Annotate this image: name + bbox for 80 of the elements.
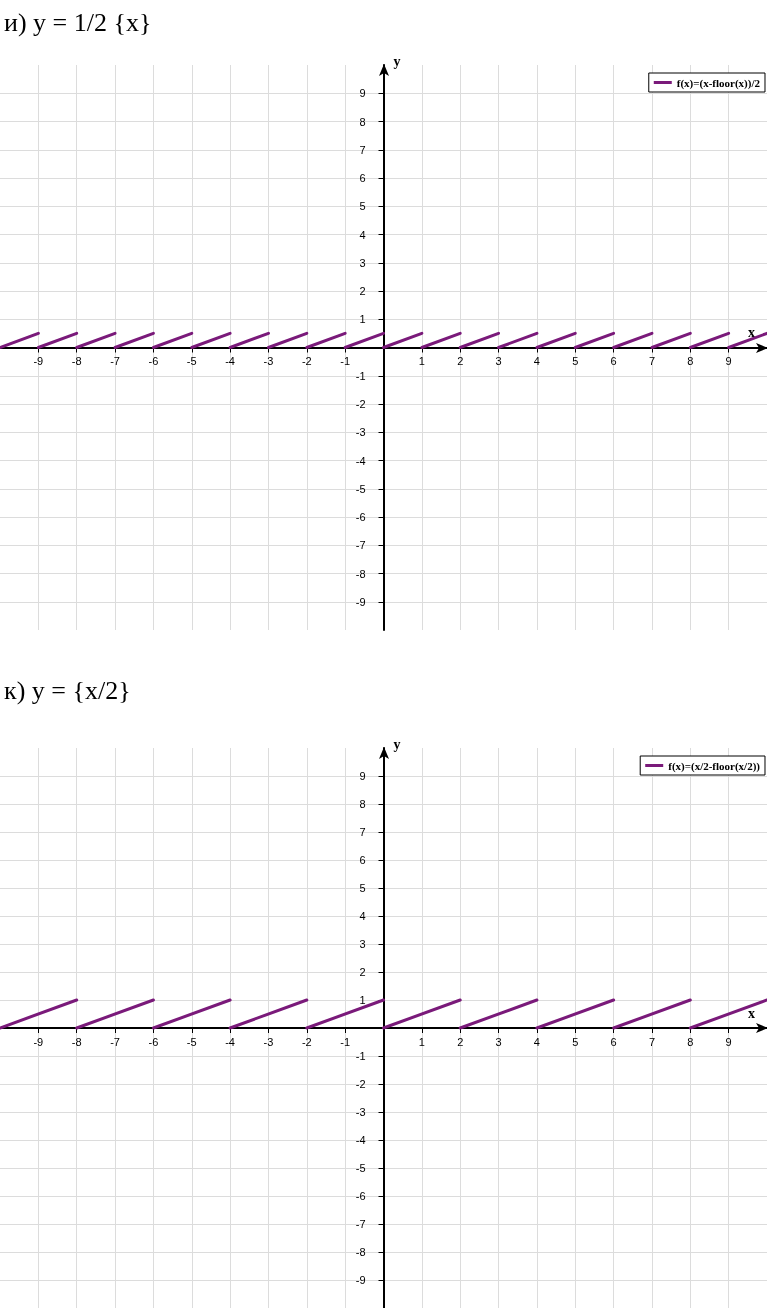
y-tick-label: -1	[355, 1050, 366, 1062]
y-tick-label: 1	[359, 313, 366, 326]
chart-title: и) y = 1/2 {x}	[4, 8, 152, 38]
y-tick-label: 8	[359, 115, 366, 128]
x-tick-label: 3	[495, 355, 502, 367]
x-tick-label: -2	[301, 1035, 312, 1048]
x-tick-label: -3	[263, 355, 274, 367]
y-tick-label: -3	[355, 426, 366, 439]
y-tick-label: 1	[359, 994, 366, 1006]
x-tick-label: -7	[110, 355, 120, 367]
y-tick-label: 7	[359, 143, 366, 156]
y-tick-label: -2	[355, 398, 366, 410]
x-tick-label: -9	[33, 1035, 44, 1048]
x-axis-title: x	[748, 1005, 755, 1021]
x-tick-label: -5	[186, 1035, 197, 1048]
legend-label: f(x)=(x/2-floor(x/2))	[668, 759, 761, 773]
y-tick-label: 3	[359, 256, 366, 269]
y-tick-label: 9	[359, 87, 366, 100]
x-tick-label: -1	[340, 1035, 351, 1048]
x-tick-label: -2	[301, 355, 312, 367]
x-tick-label: 5	[572, 1035, 579, 1048]
y-tick-label: 4	[359, 228, 366, 241]
x-tick-label: 8	[687, 1035, 694, 1048]
y-tick-label: -6	[355, 511, 366, 523]
chart-title: к) y = {x/2}	[4, 676, 131, 706]
x-tick-label: -4	[225, 1035, 235, 1048]
x-tick-label: 9	[725, 355, 732, 367]
y-tick-label: -1	[355, 369, 366, 382]
x-tick-label: -1	[340, 355, 351, 367]
y-tick-label: -7	[355, 1218, 366, 1230]
y-tick-label: -8	[355, 567, 366, 580]
y-tick-label: -8	[355, 1246, 366, 1258]
y-axis-title: y	[393, 736, 401, 752]
y-tick-label: -2	[355, 1078, 366, 1090]
y-tick-label: -3	[355, 1106, 366, 1118]
x-tick-label: 6	[610, 355, 617, 367]
y-tick-label: -5	[355, 482, 366, 495]
x-tick-label: 7	[648, 355, 656, 367]
x-tick-label: 7	[648, 1035, 656, 1048]
x-tick-label: -3	[263, 1035, 274, 1048]
x-tick-label: 6	[610, 1035, 617, 1048]
y-tick-label: -7	[355, 539, 366, 552]
x-axis-title: x	[748, 325, 755, 340]
y-tick-label: 5	[359, 882, 366, 894]
x-tick-label: 3	[495, 1035, 502, 1048]
x-tick-label: -7	[110, 1035, 120, 1048]
y-tick-label: 4	[359, 910, 366, 922]
y-tick-label: 6	[359, 172, 366, 184]
y-tick-label: -9	[355, 1274, 366, 1286]
y-tick-label: 6	[359, 854, 366, 866]
y-tick-label: 8	[359, 798, 366, 810]
x-tick-label: -4	[225, 355, 235, 367]
y-tick-label: -5	[355, 1162, 366, 1174]
y-tick-label: -9	[355, 595, 366, 608]
x-tick-label: -8	[71, 1035, 82, 1048]
x-tick-label: 2	[457, 355, 464, 367]
x-tick-label: 9	[725, 1035, 732, 1048]
x-tick-label: -9	[33, 355, 44, 367]
x-tick-label: -6	[148, 355, 159, 367]
y-tick-label: 2	[359, 966, 366, 978]
x-tick-label: -5	[186, 355, 197, 367]
x-tick-label: 2	[457, 1035, 464, 1048]
y-axis-title: y	[393, 53, 401, 69]
y-tick-label: -6	[355, 1190, 366, 1202]
y-tick-label: 2	[359, 285, 366, 297]
y-tick-label: 7	[359, 826, 366, 838]
x-tick-label: 1	[418, 355, 425, 367]
x-tick-label: -6	[148, 1035, 159, 1048]
x-tick-label: 5	[572, 355, 579, 367]
x-tick-label: 4	[533, 355, 540, 367]
y-tick-label: -4	[355, 454, 366, 467]
x-tick-label: 4	[533, 1035, 540, 1048]
y-tick-label: 9	[359, 770, 366, 782]
y-tick-label: -4	[355, 1134, 366, 1146]
legend-label: f(x)=(x-floor(x))/2	[676, 76, 761, 90]
x-tick-label: 8	[687, 355, 694, 367]
x-tick-label: 1	[418, 1035, 425, 1048]
y-tick-label: 5	[359, 200, 366, 213]
x-tick-label: -8	[71, 355, 82, 367]
y-tick-label: 3	[359, 938, 366, 950]
